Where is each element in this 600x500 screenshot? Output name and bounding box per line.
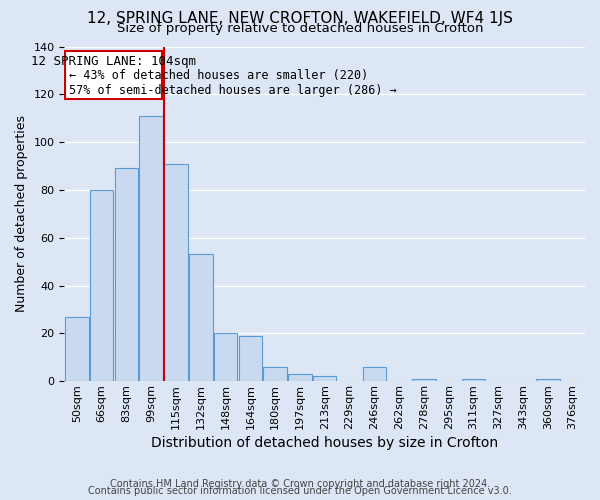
Y-axis label: Number of detached properties: Number of detached properties [15,116,28,312]
Bar [288,374,311,381]
Bar [164,164,188,381]
Bar [461,379,485,381]
Bar [239,336,262,381]
Bar [263,367,287,381]
X-axis label: Distribution of detached houses by size in Crofton: Distribution of detached houses by size … [151,436,498,450]
Bar [412,379,436,381]
Bar [362,367,386,381]
FancyBboxPatch shape [65,52,163,99]
Bar [214,334,238,381]
Text: 12 SPRING LANE: 104sqm: 12 SPRING LANE: 104sqm [31,55,196,68]
Text: ← 43% of detached houses are smaller (220): ← 43% of detached houses are smaller (22… [68,69,368,82]
Text: Contains HM Land Registry data © Crown copyright and database right 2024.: Contains HM Land Registry data © Crown c… [110,479,490,489]
Text: 12, SPRING LANE, NEW CROFTON, WAKEFIELD, WF4 1JS: 12, SPRING LANE, NEW CROFTON, WAKEFIELD,… [87,11,513,26]
Bar [536,379,560,381]
Text: Size of property relative to detached houses in Crofton: Size of property relative to detached ho… [117,22,483,35]
Bar [90,190,113,381]
Bar [189,254,212,381]
Bar [139,116,163,381]
Bar [65,316,89,381]
Bar [313,376,337,381]
Text: 57% of semi-detached houses are larger (286) →: 57% of semi-detached houses are larger (… [68,84,397,96]
Text: Contains public sector information licensed under the Open Government Licence v3: Contains public sector information licen… [88,486,512,496]
Bar [115,168,138,381]
